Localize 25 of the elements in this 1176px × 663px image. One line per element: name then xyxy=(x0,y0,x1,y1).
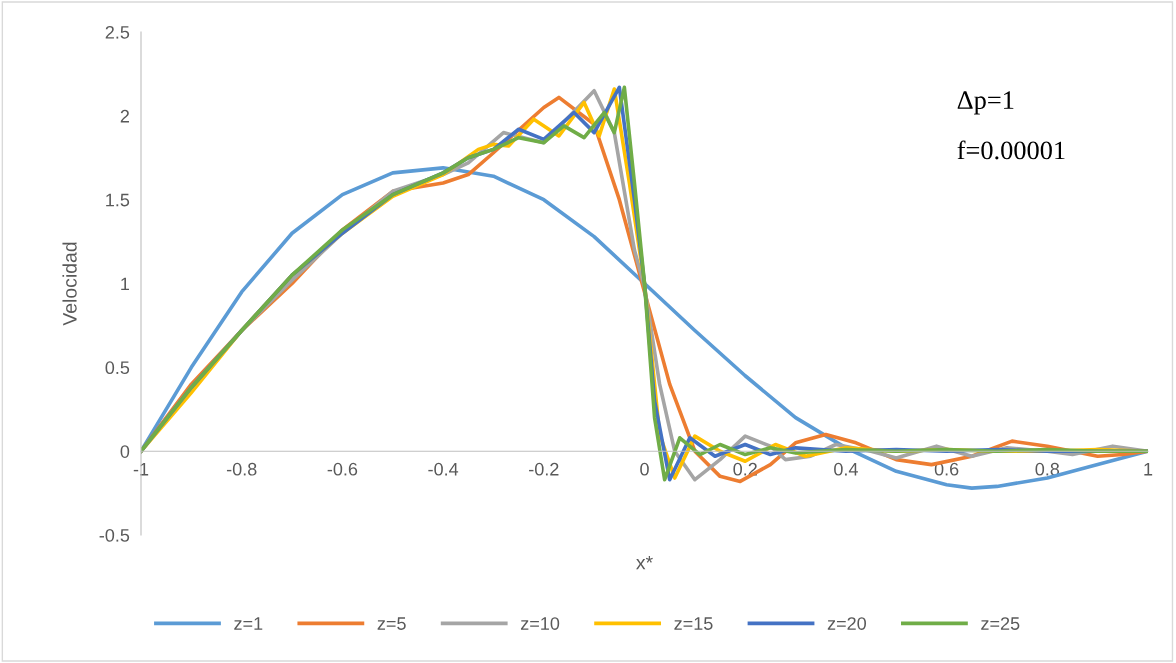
y-tick-label: 1 xyxy=(121,277,130,291)
x-tick-label: 0.4 xyxy=(834,462,858,476)
legend-label: z=20 xyxy=(827,617,867,630)
x-tick-label: -0.2 xyxy=(529,462,559,476)
y-axis-title: Velocidad xyxy=(62,242,77,326)
y-tick-label: 0 xyxy=(120,445,130,458)
legend-label: z=1 xyxy=(234,617,263,630)
y-tick-label: 2 xyxy=(120,109,129,123)
y-tick-label: 1.5 xyxy=(106,193,130,207)
annotation: Δp=1 xyxy=(957,91,1014,115)
y-tick-label: 0.5 xyxy=(105,361,130,375)
x-tick-label: 0 xyxy=(640,462,649,476)
legend-label: z=25 xyxy=(981,617,1020,630)
x-axis-title: x* xyxy=(636,555,653,570)
annotation: f=0.00001 xyxy=(957,140,1065,160)
legend-label: z=15 xyxy=(674,617,713,630)
x-tick-label: -1 xyxy=(133,462,149,476)
x-tick-label: -0.4 xyxy=(428,462,459,476)
legend-label: z=10 xyxy=(520,617,560,630)
y-tick-label: 2.5 xyxy=(105,25,130,39)
x-tick-label: 1 xyxy=(1144,462,1153,476)
x-tick-label: -0.6 xyxy=(327,462,358,476)
legend-label: z=5 xyxy=(377,617,406,630)
y-tick-label: -0.5 xyxy=(99,528,130,542)
x-tick-label: -0.8 xyxy=(226,462,257,476)
